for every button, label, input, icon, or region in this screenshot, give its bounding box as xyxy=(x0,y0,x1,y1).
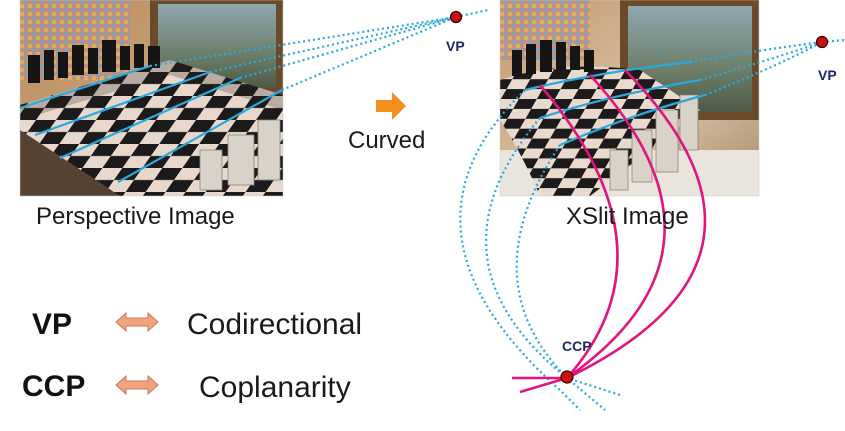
legend-value-coplanarity: Coplanarity xyxy=(199,371,351,404)
xslit-image xyxy=(500,0,759,196)
vp-right-point xyxy=(815,35,829,49)
ccp-point xyxy=(560,370,574,384)
ccp-dotted-blue-curves xyxy=(459,89,621,411)
right-vp-dotted-lines xyxy=(689,38,845,97)
xslit-image-frame xyxy=(499,0,760,197)
vp-left-label: VP xyxy=(446,38,465,54)
legend-key-ccp: CCP xyxy=(22,370,85,403)
xslit-caption: XSlit Image xyxy=(566,203,689,230)
legend-key-vp: VP xyxy=(32,308,72,341)
legend-value-codirectional: Codirectional xyxy=(187,308,362,341)
ccp-label: CCP xyxy=(562,338,592,354)
ccp-magenta-curves xyxy=(512,69,707,394)
vp-right-label: VP xyxy=(818,67,837,83)
orange-arrow-icon xyxy=(376,92,406,120)
perspective-image xyxy=(20,0,283,196)
vp-left-point xyxy=(449,10,463,24)
right-board-blue-lines xyxy=(524,60,706,147)
left-board-lines xyxy=(19,64,283,183)
legend: VP Codirectional CCP Coplanarity xyxy=(22,308,362,404)
perspective-image-frame xyxy=(19,0,284,197)
transition-label: Curved xyxy=(348,127,425,154)
perspective-caption: Perspective Image xyxy=(36,203,235,230)
double-arrow-icon xyxy=(115,311,159,333)
double-arrow-icon xyxy=(115,374,159,396)
